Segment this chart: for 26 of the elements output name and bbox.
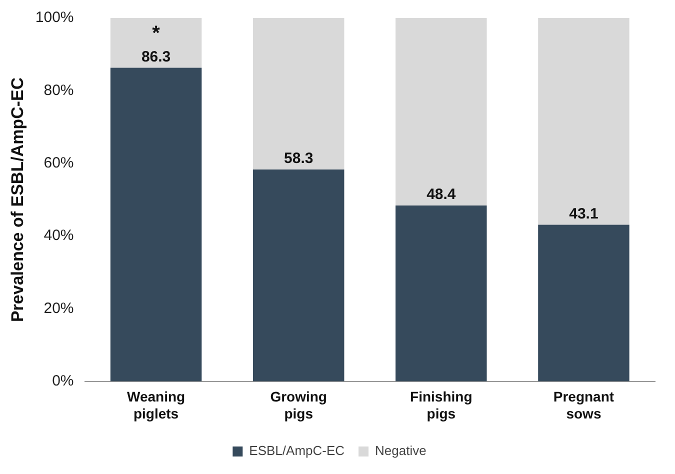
y-axis-title: Prevalence of ESBL/AmpC-EC xyxy=(8,77,27,322)
x-tick-label: Growing pigs xyxy=(270,388,327,422)
data-label: 43.1 xyxy=(569,205,598,222)
annotation: * xyxy=(152,22,160,45)
y-tick-label: 0% xyxy=(52,372,74,390)
y-tick-label: 40% xyxy=(44,227,74,244)
bar xyxy=(252,18,344,170)
x-tick-label: Weaning piglets xyxy=(127,388,186,422)
bar xyxy=(110,18,202,68)
legend-label: Negative xyxy=(375,443,426,458)
y-tick-label: 100% xyxy=(35,9,74,26)
bar xyxy=(538,224,630,382)
x-tick-label: Finishing pigs xyxy=(410,388,472,422)
bar xyxy=(110,68,202,382)
data-label: 86.3 xyxy=(141,48,171,66)
y-tick-label: 60% xyxy=(44,154,74,172)
y-tick-label: 20% xyxy=(44,300,74,317)
x-tick-label: Pregnant sows xyxy=(553,388,614,422)
bar xyxy=(252,170,344,382)
legend-label: ESBL/AmpC-EC xyxy=(249,443,345,458)
data-label: 48.4 xyxy=(426,186,456,204)
y-tick-label: 80% xyxy=(44,82,74,99)
bar xyxy=(538,18,630,225)
data-label: 58.3 xyxy=(284,150,314,168)
bar xyxy=(396,18,487,206)
bar xyxy=(396,206,487,382)
